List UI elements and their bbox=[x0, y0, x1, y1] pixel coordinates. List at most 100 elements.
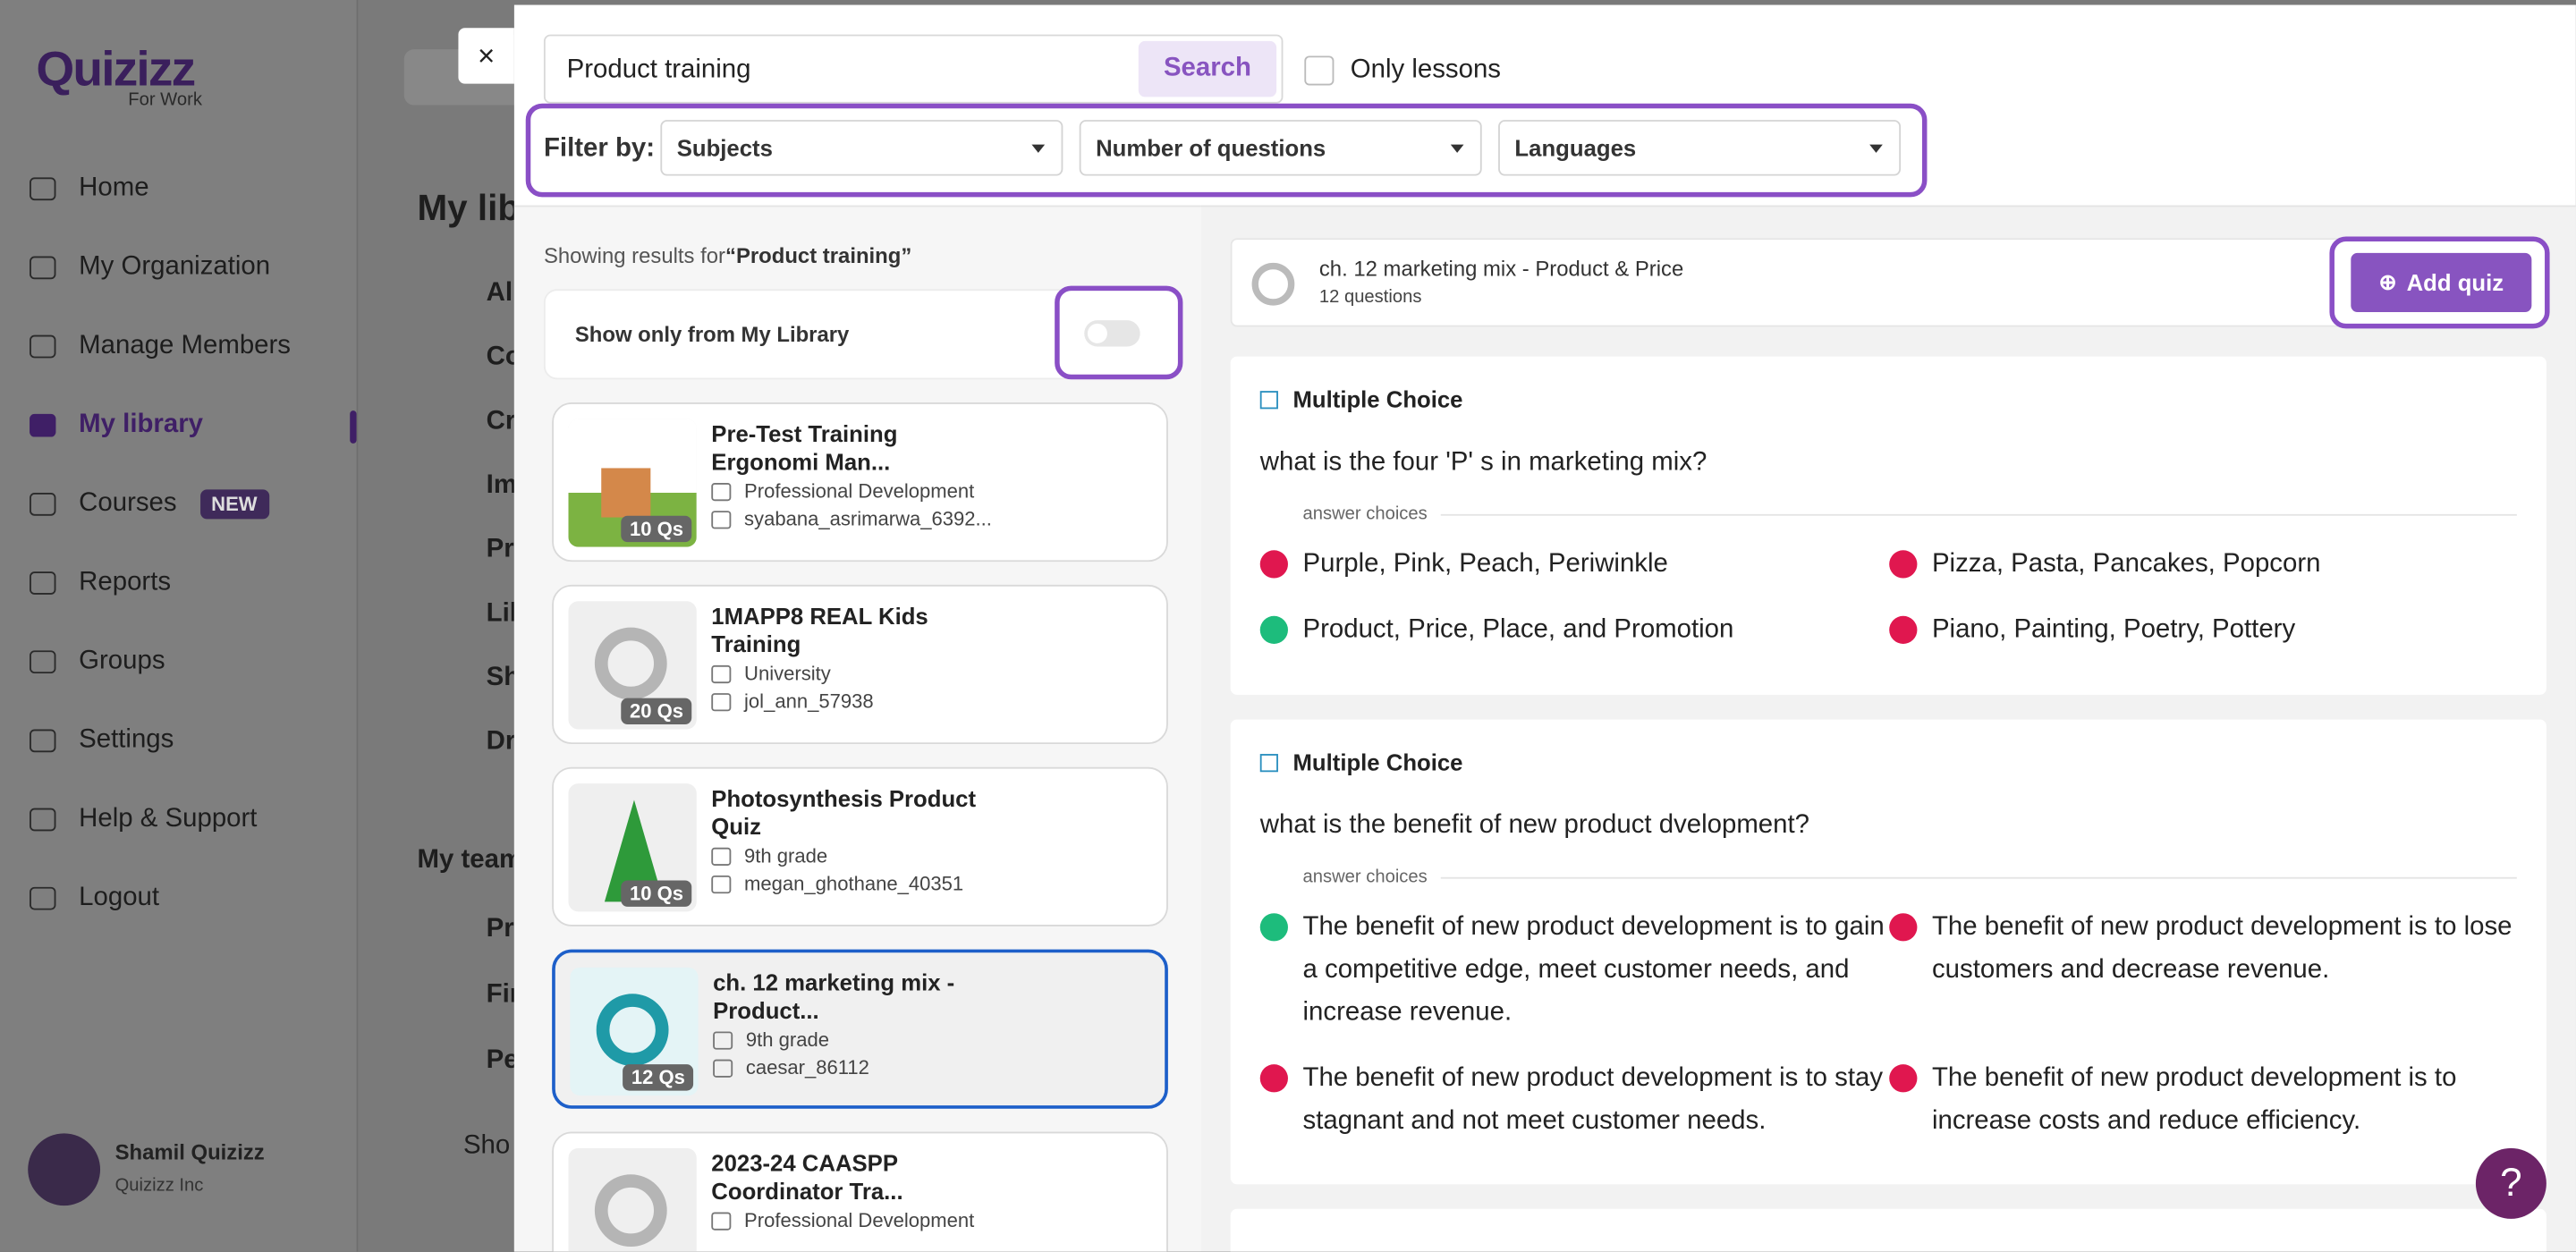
meta-icon bbox=[711, 875, 732, 893]
results-pane: Showing results for“Product training” Sh… bbox=[513, 205, 1201, 1252]
logo: Quizizz bbox=[36, 42, 196, 97]
highlight bbox=[1055, 285, 1183, 380]
result-subject: 9th grade bbox=[711, 844, 827, 867]
toggle[interactable] bbox=[1084, 320, 1140, 347]
bg-item: Cr bbox=[486, 407, 516, 436]
result-card[interactable]: 10 Qs Pre-Test Training Ergonomi Man... Pr… bbox=[552, 402, 1168, 563]
author-text: caesar_86112 bbox=[745, 1055, 869, 1079]
options: Purple, Pink, Peach, Periwinkle Pizza, Pa… bbox=[1259, 544, 2518, 652]
result-subject: University bbox=[711, 662, 831, 685]
nav-item[interactable]: Groups bbox=[30, 647, 165, 677]
nav-item[interactable]: Help & Support bbox=[30, 805, 257, 834]
meta-icon bbox=[713, 1030, 733, 1049]
result-subject: Professional Development bbox=[711, 1209, 974, 1232]
bg-show-more: Sho bbox=[462, 1131, 511, 1160]
result-card[interactable]: 20 Qs 1MAPP8 REAL Kids Training University… bbox=[552, 584, 1168, 745]
meta-icon bbox=[711, 692, 732, 711]
sidebar: Quizizz For Work Home My Organization Mana… bbox=[0, 0, 359, 1252]
nav-badge: NEW bbox=[199, 489, 269, 520]
meta-icon bbox=[713, 1058, 733, 1077]
nav-label: Groups bbox=[79, 647, 165, 675]
results-query: “Product training” bbox=[725, 242, 912, 268]
nav-icon bbox=[30, 177, 56, 201]
filter-label: Filter by: bbox=[543, 134, 656, 163]
logo-sub: For Work bbox=[128, 90, 202, 111]
question-card: Multiple Choice what is the benefit of ne… bbox=[1230, 719, 2546, 1185]
checkbox[interactable] bbox=[1304, 55, 1335, 86]
wrong-dot bbox=[1889, 1064, 1918, 1093]
nav-item[interactable]: My Organization bbox=[30, 253, 270, 283]
choices-label: answer choices bbox=[1303, 504, 2517, 524]
type-label: Multiple Choice bbox=[1292, 385, 1463, 413]
nav-icon bbox=[30, 413, 56, 437]
choices-label: answer choices bbox=[1303, 867, 2517, 887]
question-count: 12 Qs bbox=[623, 1064, 694, 1091]
result-title: 2023-24 CAASPP Coordinator Tra... bbox=[711, 1149, 903, 1205]
help-button[interactable]: ? bbox=[2475, 1147, 2546, 1219]
nav-label: Logout bbox=[79, 884, 160, 912]
search-value: Product training bbox=[566, 55, 751, 84]
add-quiz-button[interactable]: ⊕ Add quiz bbox=[2351, 252, 2532, 312]
option: The benefit of new product development i… bbox=[1259, 1058, 1889, 1144]
close-button[interactable]: × bbox=[458, 28, 514, 84]
dropdown[interactable]: Subjects bbox=[660, 120, 1063, 176]
author-text: syabana_asrimarwa_6392... bbox=[744, 507, 992, 531]
nav-icon bbox=[30, 493, 56, 516]
nav-label: My library bbox=[79, 410, 204, 439]
bg-item: Dr bbox=[486, 727, 516, 756]
option: Pizza, Pasta, Pancakes, Popcorn bbox=[1889, 544, 2518, 587]
nav-item[interactable]: Reports bbox=[30, 568, 171, 597]
meta-icon bbox=[711, 664, 732, 683]
nav-label: Help & Support bbox=[79, 804, 258, 833]
question-type: Multiple Choice bbox=[1259, 385, 2517, 413]
nav-item[interactable]: Settings bbox=[30, 726, 174, 756]
option: Piano, Painting, Poetry, Pottery bbox=[1889, 609, 2518, 652]
question-count: 20 Qs bbox=[621, 698, 692, 724]
result-card[interactable]: 10 Qs Photosynthesis Product Quiz 9th grad… bbox=[552, 766, 1168, 926]
result-title: Photosynthesis Product Quiz bbox=[711, 784, 977, 840]
dropdown[interactable]: Languages bbox=[1498, 120, 1902, 176]
question-card: Multiple Choice what is the four 'P' s in… bbox=[1230, 356, 2546, 695]
result-subject: Professional Development bbox=[711, 479, 974, 503]
nav-icon bbox=[30, 729, 56, 753]
question-text: what is the benefit of new product dvelo… bbox=[1259, 811, 1810, 840]
nav-label: My Organization bbox=[79, 252, 271, 282]
option: Product, Price, Place, and Promotion bbox=[1259, 609, 1889, 652]
dropdown[interactable]: Number of questions bbox=[1079, 120, 1482, 176]
result-card[interactable]: 2023-24 CAASPP Coordinator Tra... Profess… bbox=[552, 1131, 1168, 1252]
option-text: The benefit of new product development i… bbox=[1302, 913, 1885, 1027]
preview-pane: ch. 12 marketing mix - Product & Price 1… bbox=[1200, 205, 2576, 1252]
search-button[interactable]: Search bbox=[1138, 40, 1277, 97]
thumbnail: 20 Qs bbox=[568, 601, 697, 730]
nav-item[interactable]: Courses NEW bbox=[30, 489, 269, 520]
result-title: ch. 12 marketing mix - Product... bbox=[713, 969, 955, 1024]
quiz-icon bbox=[1251, 262, 1295, 306]
result-author: megan_ghothane_40351 bbox=[711, 872, 963, 895]
wrong-dot bbox=[1889, 550, 1918, 579]
option-text: Product, Price, Place, and Promotion bbox=[1302, 615, 1734, 644]
result-card[interactable]: 12 Qs ch. 12 marketing mix - Product... 9t… bbox=[552, 949, 1168, 1109]
options: The benefit of new product development i… bbox=[1259, 907, 2518, 1144]
bg-team-heading: My team bbox=[417, 845, 523, 875]
subject-text: Professional Development bbox=[744, 1208, 975, 1232]
nav-item[interactable]: Home bbox=[30, 174, 149, 204]
nav-icon bbox=[30, 886, 56, 910]
option-text: The benefit of new product development i… bbox=[1931, 1064, 2457, 1136]
option: The benefit of new product development i… bbox=[1889, 1058, 2518, 1144]
library-toggle-row: Show only from My Library bbox=[543, 289, 1182, 380]
logo-ring bbox=[594, 627, 667, 700]
search-input[interactable]: Product training Search bbox=[543, 34, 1284, 104]
nav-item[interactable]: My library bbox=[30, 410, 203, 440]
nav-item[interactable]: Manage Members bbox=[30, 332, 291, 361]
author-text: jol_ann_57938 bbox=[744, 689, 874, 714]
wrong-dot bbox=[1259, 1064, 1288, 1093]
highlight bbox=[525, 103, 1928, 198]
meta-icon bbox=[711, 482, 732, 501]
bg-team-item: Pe bbox=[486, 1045, 519, 1075]
result-title: Pre-Test Training Ergonomi Man... bbox=[711, 420, 898, 475]
nav-item[interactable]: Logout bbox=[30, 884, 159, 913]
result-author: caesar_86112 bbox=[713, 1056, 869, 1079]
bg-item: Pr bbox=[486, 535, 514, 563]
